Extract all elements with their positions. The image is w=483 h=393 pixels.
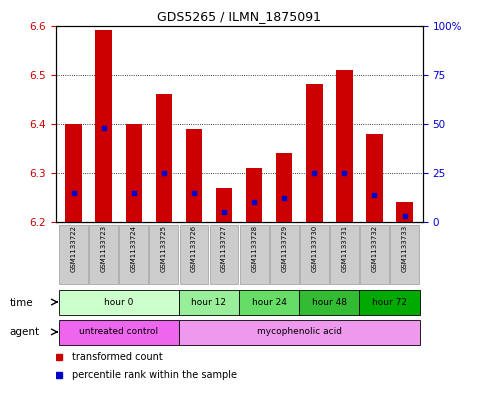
Bar bbox=[359, 290, 420, 315]
Text: GSM1133730: GSM1133730 bbox=[312, 225, 317, 272]
Bar bbox=[156, 94, 172, 222]
Text: GSM1133728: GSM1133728 bbox=[251, 225, 257, 272]
Text: transformed count: transformed count bbox=[72, 352, 163, 362]
Bar bbox=[179, 290, 239, 315]
Text: mycophenolic acid: mycophenolic acid bbox=[257, 327, 342, 336]
Text: GSM1133723: GSM1133723 bbox=[100, 225, 107, 272]
Bar bbox=[299, 290, 359, 315]
Bar bbox=[240, 225, 269, 284]
Text: GSM1133732: GSM1133732 bbox=[371, 225, 378, 272]
Bar bbox=[330, 225, 359, 284]
Bar bbox=[239, 290, 299, 315]
Bar bbox=[126, 124, 142, 222]
Text: hour 12: hour 12 bbox=[191, 298, 227, 307]
Bar bbox=[210, 225, 239, 284]
Text: percentile rank within the sample: percentile rank within the sample bbox=[72, 370, 237, 380]
Bar bbox=[58, 320, 179, 345]
Text: hour 0: hour 0 bbox=[104, 298, 133, 307]
Bar bbox=[89, 225, 118, 284]
Text: untreated control: untreated control bbox=[79, 327, 158, 336]
Text: time: time bbox=[10, 298, 33, 308]
Bar bbox=[216, 188, 232, 222]
Bar bbox=[179, 320, 420, 345]
Bar bbox=[360, 225, 389, 284]
Text: GSM1133729: GSM1133729 bbox=[281, 225, 287, 272]
Text: GSM1133727: GSM1133727 bbox=[221, 225, 227, 272]
Bar bbox=[119, 225, 148, 284]
Text: GSM1133733: GSM1133733 bbox=[401, 225, 408, 272]
Bar bbox=[366, 134, 383, 222]
Bar bbox=[65, 124, 82, 222]
Text: GSM1133724: GSM1133724 bbox=[131, 225, 137, 272]
Text: hour 72: hour 72 bbox=[372, 298, 407, 307]
Bar bbox=[185, 129, 202, 222]
Text: hour 48: hour 48 bbox=[312, 298, 347, 307]
Bar bbox=[246, 168, 262, 222]
Bar bbox=[58, 290, 179, 315]
Text: GSM1133722: GSM1133722 bbox=[71, 225, 77, 272]
Bar bbox=[336, 70, 353, 222]
Text: GSM1133731: GSM1133731 bbox=[341, 225, 347, 272]
Text: GSM1133726: GSM1133726 bbox=[191, 225, 197, 272]
Text: hour 24: hour 24 bbox=[252, 298, 286, 307]
Bar bbox=[149, 225, 178, 284]
Bar bbox=[276, 153, 293, 222]
Bar bbox=[96, 30, 112, 222]
Bar bbox=[300, 225, 329, 284]
Bar bbox=[180, 225, 208, 284]
Bar bbox=[270, 225, 298, 284]
Text: GSM1133725: GSM1133725 bbox=[161, 225, 167, 272]
Bar bbox=[306, 84, 323, 222]
Bar bbox=[59, 225, 88, 284]
Title: GDS5265 / ILMN_1875091: GDS5265 / ILMN_1875091 bbox=[157, 10, 321, 23]
Bar bbox=[390, 225, 419, 284]
Bar bbox=[396, 202, 413, 222]
Text: agent: agent bbox=[10, 327, 40, 338]
